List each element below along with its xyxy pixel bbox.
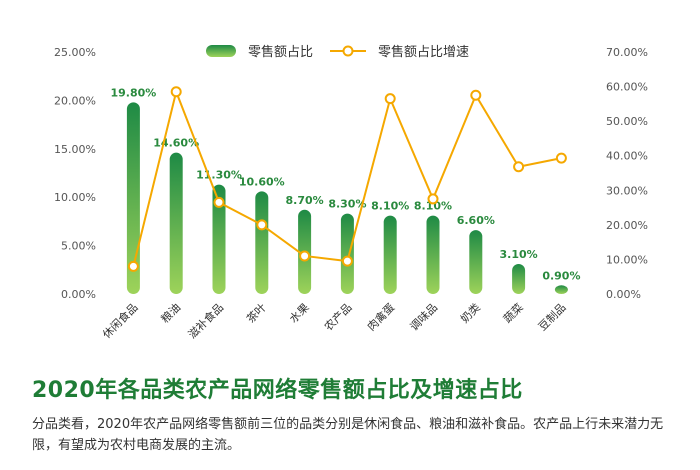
x-category-label: 滋补食品 bbox=[185, 300, 226, 341]
x-category-label: 农产品 bbox=[321, 300, 354, 333]
x-category-label: 水果 bbox=[287, 301, 312, 326]
line-point bbox=[384, 93, 396, 105]
bar-data-label: 19.80% bbox=[110, 86, 156, 99]
y-left-tick-label: 25.00% bbox=[54, 46, 96, 59]
bar bbox=[554, 285, 568, 294]
line-point bbox=[513, 161, 525, 173]
bar-data-label: 0.90% bbox=[542, 269, 580, 282]
y-axis-right: 0.00% 10.00% 20.00% 30.00% 40.00% 50.00% 60.00… bbox=[606, 46, 648, 301]
bar-data-label: 8.70% bbox=[286, 194, 324, 207]
legend-bar-label: 零售额占比 bbox=[248, 44, 313, 60]
bar-data-label: 14.60% bbox=[153, 137, 199, 150]
bar-data-label: 8.30% bbox=[328, 198, 366, 211]
legend-line-marker bbox=[342, 45, 354, 57]
x-category-label: 肉禽蛋 bbox=[364, 300, 397, 333]
legend-line-label: 零售额占比增速 bbox=[378, 44, 469, 60]
x-category-label: 茶叶 bbox=[244, 301, 269, 326]
y-left-tick-label: 5.00% bbox=[61, 240, 96, 253]
y-left-tick-label: 15.00% bbox=[54, 143, 96, 156]
line-point bbox=[427, 193, 439, 205]
y-left-tick-label: 0.00% bbox=[61, 288, 96, 301]
y-right-tick-label: 0.00% bbox=[606, 288, 641, 301]
x-category-label: 调味品 bbox=[408, 301, 441, 334]
line-point bbox=[341, 255, 353, 267]
y-right-tick-label: 40.00% bbox=[606, 150, 648, 163]
x-category-label: 奶类 bbox=[457, 300, 482, 325]
bar-data-label: 10.60% bbox=[239, 175, 285, 188]
line-point bbox=[299, 250, 311, 262]
x-category-label: 蔬菜 bbox=[501, 301, 526, 326]
legend-bar-swatch bbox=[206, 45, 236, 57]
bar bbox=[212, 184, 226, 294]
bar-data-label: 8.10% bbox=[371, 200, 409, 213]
bar bbox=[169, 152, 183, 294]
y-left-tick-label: 10.00% bbox=[54, 191, 96, 204]
y-right-tick-label: 50.00% bbox=[606, 115, 648, 128]
x-category-label: 粮油 bbox=[158, 300, 183, 325]
y-right-tick-label: 10.00% bbox=[606, 253, 648, 266]
bar-data-label: 6.60% bbox=[457, 214, 495, 227]
bar bbox=[469, 230, 483, 294]
bar-data-label: 3.10% bbox=[500, 248, 538, 261]
y-right-tick-label: 70.00% bbox=[606, 46, 648, 59]
x-axis-labels: 休闲食品 粮油 滋补食品 茶叶 水果 农产品 肉禽蛋 调味品 奶类 蔬菜 豆制品 bbox=[100, 300, 569, 341]
x-category-label: 豆制品 bbox=[536, 301, 569, 334]
chart-description: 分品类看，2020年农产品网络零售额前三位的品类分别是休闲食品、粮油和滋补食品。… bbox=[32, 417, 664, 453]
bar-data-label: 11.30% bbox=[196, 169, 242, 182]
bar bbox=[340, 213, 354, 294]
y-right-tick-label: 60.00% bbox=[606, 81, 648, 94]
chart-title: 2020年各品类农产品网络零售额占比及增速占比 bbox=[32, 378, 523, 403]
line-point bbox=[170, 86, 182, 98]
line-point bbox=[127, 260, 139, 272]
y-left-tick-label: 20.00% bbox=[54, 94, 96, 107]
bar bbox=[255, 191, 269, 294]
y-axis-left: 0.00% 5.00% 10.00% 15.00% 20.00% 25.00% bbox=[54, 46, 96, 301]
combo-chart: 零售额占比 零售额占比增速 0.00% 5.00% 10.00% 15.00% 20.0… bbox=[54, 44, 648, 341]
bar bbox=[383, 215, 397, 294]
line-point bbox=[555, 152, 567, 164]
bar-series bbox=[126, 102, 568, 294]
line-point bbox=[470, 89, 482, 101]
bar-data-label: 8.10% bbox=[414, 200, 452, 213]
bar-data-labels: 19.80% 14.60% 11.30%10.60%8.70% 8.30% 8.10% 8… bbox=[110, 86, 580, 282]
bar bbox=[512, 263, 526, 294]
bar bbox=[426, 215, 440, 294]
bar bbox=[126, 102, 140, 294]
line-series bbox=[127, 86, 567, 272]
line-point bbox=[213, 196, 225, 208]
y-right-tick-label: 20.00% bbox=[606, 219, 648, 232]
y-right-tick-label: 30.00% bbox=[606, 184, 648, 197]
chart-legend: 零售额占比 零售额占比增速 bbox=[206, 44, 469, 60]
x-category-label: 休闲食品 bbox=[100, 300, 141, 341]
line-point bbox=[256, 219, 268, 231]
